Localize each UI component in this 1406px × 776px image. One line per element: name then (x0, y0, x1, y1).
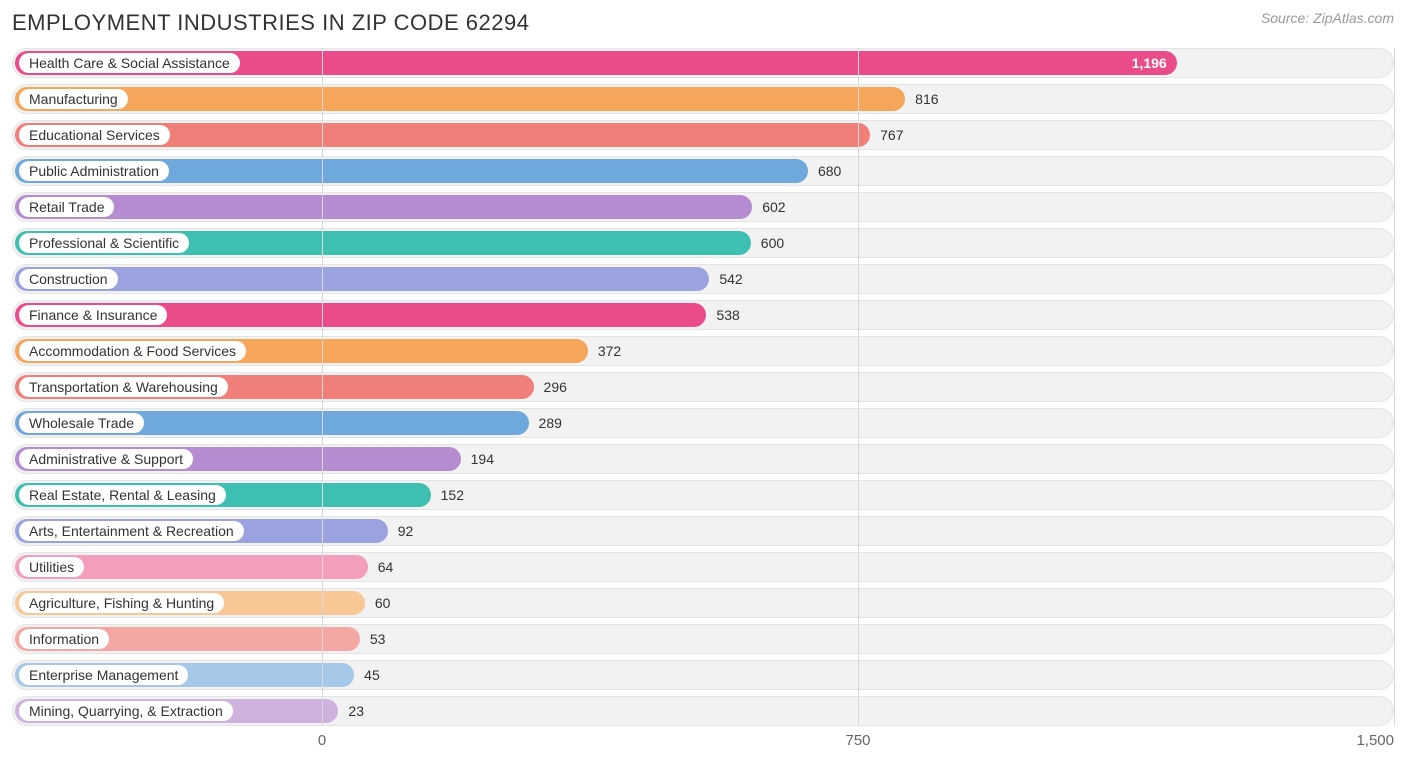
bar-value: 23 (348, 703, 364, 719)
chart-source: Source: ZipAtlas.com (1261, 10, 1394, 26)
bar-label: Transportation & Warehousing (19, 377, 228, 397)
x-axis: 0 750 1,500 (12, 732, 1394, 762)
axis-tick: 0 (318, 732, 326, 749)
bar-label: Information (19, 629, 109, 649)
bar-row: Construction 542 (12, 264, 1394, 294)
bar-value: 152 (441, 487, 464, 503)
bar-row: Utilities 64 (12, 552, 1394, 582)
bar-value: 1,196 (1132, 55, 1167, 71)
bar-row: Real Estate, Rental & Leasing 152 (12, 480, 1394, 510)
bar-value: 816 (915, 91, 938, 107)
bar-value: 289 (539, 415, 562, 431)
bar-row: Accommodation & Food Services 372 (12, 336, 1394, 366)
bar-value: 296 (544, 379, 567, 395)
bar-value: 92 (398, 523, 414, 539)
bar-fill (15, 195, 752, 219)
gridline (1394, 48, 1395, 726)
bar-row: Administrative & Support 194 (12, 444, 1394, 474)
axis-tick: 1,500 (1356, 732, 1394, 749)
bar-label: Health Care & Social Assistance (19, 53, 240, 73)
bar-row: Information 53 (12, 624, 1394, 654)
bar-row: Retail Trade 602 (12, 192, 1394, 222)
bar-value: 372 (598, 343, 621, 359)
bar-value: 602 (762, 199, 785, 215)
bar-label: Educational Services (19, 125, 170, 145)
bar-row: Wholesale Trade 289 (12, 408, 1394, 438)
bar-label: Accommodation & Food Services (19, 341, 246, 361)
bar-label: Wholesale Trade (19, 413, 144, 433)
bar-label: Manufacturing (19, 89, 128, 109)
bar-row: Public Administration 680 (12, 156, 1394, 186)
bar-fill (15, 267, 709, 291)
bar-value: 542 (719, 271, 742, 287)
bar-label: Public Administration (19, 161, 169, 181)
bar-row: Educational Services 767 (12, 120, 1394, 150)
bar-value: 538 (716, 307, 739, 323)
bar-label: Real Estate, Rental & Leasing (19, 485, 226, 505)
chart-title: EMPLOYMENT INDUSTRIES IN ZIP CODE 62294 (12, 10, 530, 36)
bar-label: Mining, Quarrying, & Extraction (19, 701, 233, 721)
bar-row: Arts, Entertainment & Recreation 92 (12, 516, 1394, 546)
bar-label: Professional & Scientific (19, 233, 189, 253)
bar-label: Administrative & Support (19, 449, 193, 469)
bar-label: Arts, Entertainment & Recreation (19, 521, 244, 541)
bar-row: Health Care & Social Assistance 1,196 (12, 48, 1394, 78)
bar-value: 45 (364, 667, 380, 683)
axis-tick: 750 (845, 732, 870, 749)
bar-label: Construction (19, 269, 118, 289)
bar-label: Retail Trade (19, 197, 114, 217)
bar-value: 60 (375, 595, 391, 611)
chart-area: Health Care & Social Assistance 1,196 Manu… (12, 48, 1394, 762)
bar-row: Professional & Scientific 600 (12, 228, 1394, 258)
bar-value: 194 (471, 451, 494, 467)
bar-row: Agriculture, Fishing & Hunting 60 (12, 588, 1394, 618)
bar-value: 600 (761, 235, 784, 251)
bar-row: Mining, Quarrying, & Extraction 23 (12, 696, 1394, 726)
bar-row: Enterprise Management 45 (12, 660, 1394, 690)
bar-row: Finance & Insurance 538 (12, 300, 1394, 330)
bar-row: Manufacturing 816 (12, 84, 1394, 114)
bar-label: Agriculture, Fishing & Hunting (19, 593, 224, 613)
chart-header: EMPLOYMENT INDUSTRIES IN ZIP CODE 62294 … (12, 10, 1394, 36)
bar-label: Enterprise Management (19, 665, 188, 685)
bar-row: Transportation & Warehousing 296 (12, 372, 1394, 402)
bar-label: Finance & Insurance (19, 305, 167, 325)
bar-value: 680 (818, 163, 841, 179)
bar-label: Utilities (19, 557, 84, 577)
bar-value: 53 (370, 631, 386, 647)
bar-fill (15, 87, 905, 111)
bar-value: 64 (378, 559, 394, 575)
bar-value: 767 (880, 127, 903, 143)
